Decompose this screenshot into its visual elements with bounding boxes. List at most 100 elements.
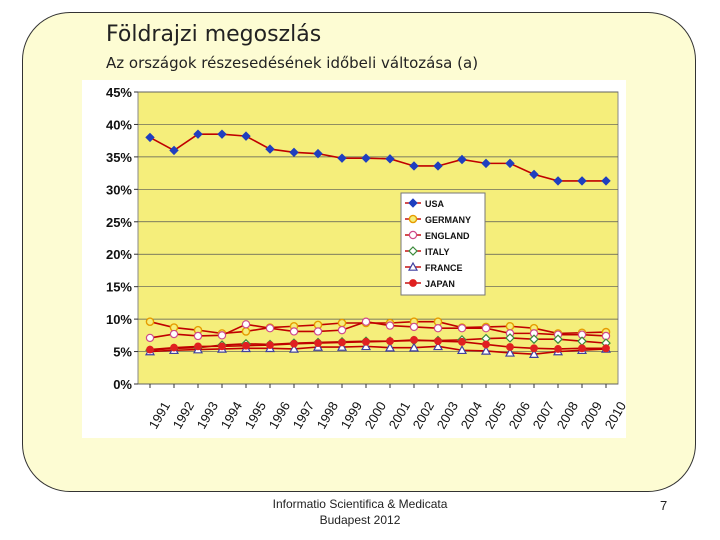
legend-item: GERMANY — [405, 214, 471, 225]
legend-item: ENGLAND — [405, 230, 470, 241]
data-point — [265, 144, 275, 154]
data-point — [432, 341, 444, 351]
data-point — [577, 176, 587, 186]
data-point — [336, 341, 348, 351]
data-point — [361, 317, 371, 326]
data-point — [145, 333, 155, 343]
data-point — [602, 344, 610, 353]
data-point — [386, 337, 394, 346]
data-point — [193, 129, 203, 139]
slide-subtitle: Az országok részesedésének időbeli válto… — [106, 54, 479, 72]
data-point — [578, 344, 586, 353]
y-tick-label: 45% — [106, 85, 132, 100]
legend-item: JAPAN — [405, 279, 455, 289]
data-point — [530, 344, 538, 353]
data-point — [528, 348, 540, 358]
data-point — [288, 343, 300, 353]
data-point — [217, 129, 227, 139]
plot-area — [137, 91, 619, 385]
data-point — [506, 343, 514, 351]
data-point — [505, 158, 515, 169]
data-point — [505, 321, 515, 331]
data-point — [505, 333, 515, 343]
data-point — [408, 342, 420, 352]
data-point — [193, 331, 203, 341]
data-point — [362, 337, 370, 346]
data-point — [290, 339, 298, 348]
legend-label: ENGLAND — [425, 231, 470, 241]
data-point — [313, 148, 323, 159]
data-point — [601, 176, 611, 186]
legend-label: USA — [425, 199, 445, 209]
data-point — [554, 345, 562, 353]
data-point — [410, 335, 418, 344]
data-point — [529, 169, 539, 180]
data-point — [241, 320, 251, 329]
y-tick-label: 20% — [106, 247, 132, 262]
data-point — [314, 339, 322, 348]
data-point — [169, 145, 179, 156]
line-chart: 0%5%10%15%20%25%30%35%40%45%199119921993… — [82, 80, 626, 438]
data-point — [241, 327, 251, 336]
data-point — [170, 343, 178, 352]
legend-label: ITALY — [425, 247, 450, 257]
data-point — [481, 158, 491, 169]
legend-box — [400, 192, 486, 296]
legend: USA GERMANY ENGLAND ITALY FRANCE JAPAN — [400, 192, 486, 296]
data-point — [169, 329, 179, 339]
data-point — [456, 345, 468, 355]
data-point — [529, 334, 539, 345]
data-point — [338, 338, 346, 347]
legend-marker — [407, 261, 419, 271]
data-point — [457, 154, 467, 165]
data-point — [217, 331, 227, 340]
data-point — [504, 347, 516, 357]
data-point — [434, 337, 442, 346]
y-tick-label: 35% — [106, 150, 132, 165]
data-point — [384, 342, 396, 352]
legend-marker — [409, 279, 417, 287]
data-point — [337, 318, 347, 328]
slide-title: Földrajzi megoszlás — [106, 22, 322, 47]
data-point — [553, 334, 563, 345]
data-point — [433, 161, 443, 171]
data-point — [482, 340, 490, 349]
data-point — [266, 341, 274, 349]
data-point — [241, 131, 251, 141]
legend-label: GERMANY — [425, 215, 471, 225]
data-point — [145, 317, 155, 327]
data-point — [360, 341, 372, 351]
data-point — [337, 325, 347, 335]
data-point — [361, 153, 371, 163]
series-line — [149, 339, 606, 351]
legend-marker — [408, 230, 418, 240]
y-tick-label: 25% — [106, 215, 132, 230]
legend-marker — [408, 214, 418, 224]
legend-label: JAPAN — [425, 279, 455, 289]
y-tick-label: 15% — [106, 280, 132, 295]
data-point — [457, 323, 467, 333]
series-usa — [145, 129, 611, 186]
footer: Informatio Scientifica & Medicata Budape… — [230, 496, 490, 528]
y-tick-label: 0% — [113, 377, 132, 392]
data-point — [242, 341, 250, 350]
data-point — [146, 345, 154, 354]
y-tick-label: 10% — [106, 312, 132, 327]
data-point — [289, 327, 299, 336]
y-tick-label: 30% — [106, 182, 132, 197]
page-number: 7 — [660, 498, 668, 513]
data-point — [265, 323, 275, 333]
y-tick-label: 5% — [113, 345, 132, 360]
data-point — [194, 342, 202, 351]
series-line — [149, 345, 607, 355]
data-point — [289, 147, 299, 158]
data-point — [481, 323, 491, 333]
data-point — [145, 132, 155, 143]
legend-label: FRANCE — [425, 263, 463, 273]
footer-location: Budapest 2012 — [319, 513, 401, 527]
legend-item: USA — [405, 198, 445, 209]
data-point — [409, 161, 419, 171]
data-point — [218, 342, 226, 351]
data-point — [553, 176, 563, 186]
legend-marker — [408, 198, 418, 208]
